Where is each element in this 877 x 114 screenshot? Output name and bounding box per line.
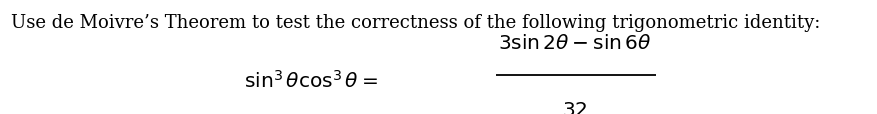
Text: $\sin^3 \theta \cos^3 \theta =$: $\sin^3 \theta \cos^3 \theta =$ xyxy=(245,69,378,91)
Text: Use de Moivre’s Theorem to test the correctness of the following trigonometric i: Use de Moivre’s Theorem to test the corr… xyxy=(11,14,820,32)
Text: $32$: $32$ xyxy=(561,100,588,114)
Text: $3 \sin 2\theta - \sin 6\theta$: $3 \sin 2\theta - \sin 6\theta$ xyxy=(497,34,652,53)
